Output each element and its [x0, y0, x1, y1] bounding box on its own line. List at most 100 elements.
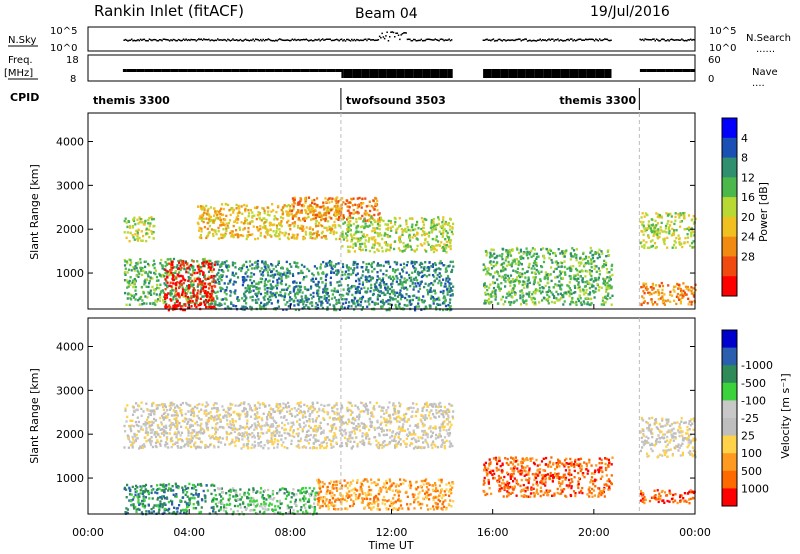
heatmap-cell [331, 406, 334, 410]
heatmap-cell [140, 285, 143, 289]
heatmap-cell [642, 301, 645, 304]
heatmap-cell [419, 243, 422, 246]
heatmap-cell [490, 267, 494, 270]
heatmap-cell [142, 234, 145, 238]
heatmap-cell [213, 446, 216, 449]
heatmap-cell [373, 243, 376, 247]
heatmap-cell [289, 296, 292, 299]
heatmap-cell [361, 306, 364, 309]
heatmap-cell [310, 278, 313, 282]
heatmap-cell [409, 433, 412, 436]
heatmap-cell [199, 267, 202, 270]
heatmap-cell [185, 292, 188, 295]
heatmap-cell [163, 282, 166, 285]
heatmap-cell [678, 286, 681, 289]
heatmap-cell [314, 237, 317, 240]
heatmap-cell [293, 202, 296, 205]
heatmap-cell [334, 226, 337, 229]
nave-label: Nave [752, 67, 778, 78]
heatmap-cell [403, 249, 406, 252]
heatmap-cell [437, 218, 441, 221]
heatmap-cell [243, 279, 246, 282]
heatmap-cell [212, 229, 215, 232]
velocity-cells [123, 401, 697, 516]
heatmap-cell [430, 223, 433, 227]
heatmap-cell [270, 292, 273, 295]
heatmap-cell [647, 235, 650, 238]
heatmap-cell [133, 269, 136, 272]
heatmap-cell [679, 225, 682, 228]
heatmap-cell [432, 250, 436, 254]
heatmap-cell [411, 433, 414, 436]
heatmap-cell [483, 265, 487, 268]
heatmap-cell [308, 205, 311, 208]
heatmap-cell [239, 403, 242, 407]
heatmap-cell [670, 215, 673, 218]
heatmap-cell [346, 422, 349, 426]
heatmap-cell [423, 248, 427, 252]
heatmap-cell [577, 299, 581, 303]
heatmap-cell [322, 291, 325, 294]
heatmap-cell [360, 237, 363, 240]
heatmap-cell [259, 225, 262, 228]
heatmap-cell [325, 226, 328, 230]
heatmap-cell [355, 217, 358, 221]
heatmap-cell [369, 209, 372, 213]
heatmap-cell [440, 262, 443, 265]
heatmap-cell [346, 406, 349, 410]
heatmap-cell [348, 434, 351, 438]
heatmap-cell [354, 305, 357, 308]
heatmap-cell [255, 265, 258, 268]
heatmap-cell [188, 268, 191, 271]
heatmap-cell [681, 293, 684, 296]
heatmap-cell [134, 298, 137, 301]
heatmap-cell [187, 287, 191, 290]
heatmap-cell [593, 267, 596, 270]
heatmap-cell [527, 264, 531, 268]
heatmap-cell [401, 268, 404, 271]
heatmap-cell [151, 232, 154, 235]
heatmap-cell [200, 269, 203, 273]
heatmap-cell [293, 299, 296, 302]
heatmap-cell [254, 237, 257, 241]
heatmap-cell [279, 409, 282, 412]
heatmap-cell [247, 287, 250, 290]
heatmap-cell [657, 228, 660, 231]
heatmap-cell [144, 278, 147, 282]
heatmap-cell [434, 268, 437, 271]
heatmap-cell [489, 260, 492, 263]
heatmap-cell [408, 236, 411, 239]
heatmap-cell [330, 261, 333, 264]
heatmap-cell [382, 433, 385, 437]
heatmap-cell [272, 294, 275, 297]
heatmap-cell [377, 264, 380, 267]
heatmap-cell [150, 230, 153, 233]
heatmap-cell [153, 292, 156, 295]
heatmap-cell [147, 218, 150, 222]
heatmap-cell [583, 293, 586, 296]
heatmap-cell [431, 296, 435, 299]
heatmap-cell [290, 213, 293, 216]
heatmap-cell [348, 201, 351, 204]
colorbar-tick-label: 28 [741, 250, 755, 263]
heatmap-cell [604, 277, 607, 281]
heatmap-cell [667, 226, 671, 229]
heatmap-cell [377, 249, 380, 252]
heatmap-cell [423, 285, 426, 289]
heatmap-cell [442, 216, 445, 219]
heatmap-cell [167, 292, 170, 295]
heatmap-cell [610, 303, 613, 306]
heatmap-cell [662, 240, 666, 244]
heatmap-cell [440, 281, 443, 285]
heatmap-cell [410, 225, 413, 229]
heatmap-cell [207, 234, 210, 237]
heatmap-cell [286, 221, 289, 224]
heatmap-cell [165, 262, 168, 266]
heatmap-cell [387, 219, 390, 223]
heatmap-cell [249, 426, 252, 429]
heatmap-cell [604, 283, 607, 287]
heatmap-cell [448, 409, 451, 412]
heatmap-cell [398, 302, 401, 306]
heatmap-cell [335, 209, 338, 212]
heatmap-cell [191, 273, 194, 277]
